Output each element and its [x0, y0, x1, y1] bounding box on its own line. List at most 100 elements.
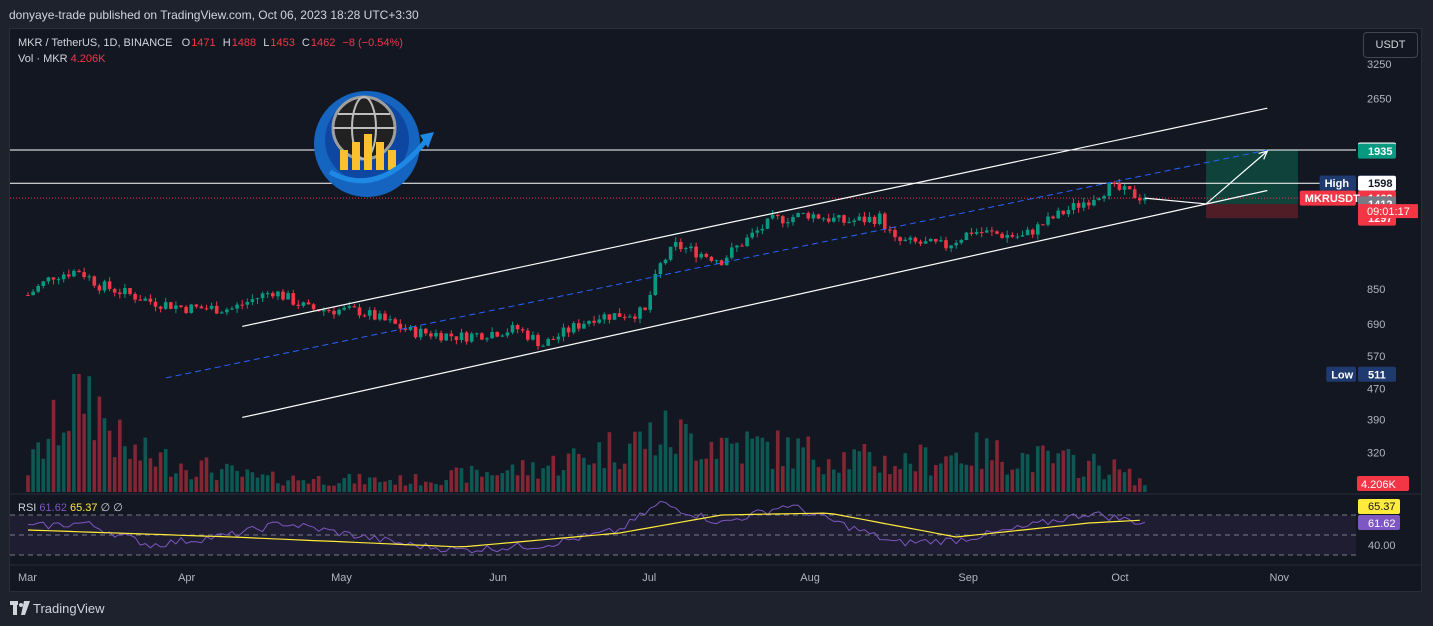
volume-label-box	[1357, 476, 1409, 491]
currency-button[interactable]: USDT	[1363, 32, 1418, 58]
candle-body	[265, 293, 270, 295]
volume-bar	[928, 475, 933, 492]
volume-bar	[209, 472, 214, 492]
publish-header: donyaye-trade published on TradingView.c…	[0, 0, 1433, 28]
volume-bar	[1005, 474, 1009, 492]
rsi-ma-value: 65.37	[70, 502, 98, 514]
rsi-label-text: 61.62	[1368, 518, 1396, 530]
volume-bar	[383, 481, 387, 492]
volume-bar	[230, 465, 234, 492]
x-label-jul: Jul	[642, 572, 656, 584]
volume-value: 4.206K	[70, 53, 106, 65]
volume-bar	[469, 465, 474, 492]
candle-body	[607, 314, 612, 320]
candle-body	[388, 319, 392, 321]
candle-body	[235, 304, 239, 309]
logo-bar-0	[340, 150, 348, 170]
volume-bar	[459, 468, 464, 492]
volume-bar	[148, 458, 153, 492]
candle-body	[821, 218, 826, 220]
candle-body	[429, 333, 433, 337]
candle-body	[699, 253, 703, 258]
candle-body	[1117, 183, 1122, 190]
volume-bar	[964, 464, 969, 492]
volume-bar	[724, 437, 729, 492]
volume-bar	[398, 475, 403, 492]
candle-body	[102, 281, 107, 291]
candle-body	[653, 274, 658, 295]
candle-body	[72, 270, 76, 277]
candle-body	[893, 229, 897, 238]
candle-body	[1015, 236, 1020, 238]
volume-bar	[403, 485, 408, 492]
volume-bar	[97, 396, 102, 492]
candle-body	[61, 274, 66, 280]
candle-body	[1051, 216, 1055, 219]
volume-bar	[663, 410, 668, 492]
symbol-legend: MKR / TetherUS, 1D, BINANCE O1471 H1488 …	[18, 35, 407, 67]
volume-bar	[184, 470, 188, 492]
volume-bar	[434, 483, 438, 492]
brand-logo-icon	[314, 91, 434, 197]
high-key: H	[222, 37, 231, 49]
candle-body	[26, 295, 30, 297]
y-tick-6: 390	[1367, 415, 1385, 427]
chart-frame[interactable]	[9, 28, 1422, 592]
volume-bar	[781, 466, 785, 492]
candle-body	[954, 242, 958, 246]
volume-bar	[592, 463, 596, 492]
candle-body	[128, 288, 132, 294]
tradingview-brand[interactable]: TradingView	[33, 601, 105, 616]
candle-body	[322, 310, 326, 312]
volume-bar	[888, 474, 892, 492]
volume-bar	[373, 477, 377, 492]
candle-body	[796, 213, 800, 218]
publish-text: donyaye-trade published on TradingView.c…	[9, 8, 419, 22]
candle-body	[913, 237, 918, 242]
y-tick-3: 690	[1367, 319, 1385, 331]
candle-body	[837, 215, 841, 218]
candle-body	[755, 230, 760, 233]
candle-body	[816, 214, 821, 219]
volume-bar	[1066, 449, 1071, 492]
volume-bar	[684, 423, 688, 492]
volume-bar	[26, 475, 30, 492]
volume-bar	[786, 437, 790, 492]
candle-body	[291, 293, 295, 305]
candle-body	[541, 345, 545, 347]
candle-body	[1112, 182, 1117, 184]
candle-body	[373, 310, 377, 320]
candle-body	[424, 328, 428, 334]
volume-bar	[515, 475, 520, 492]
candle-body	[939, 240, 943, 242]
volume-bar	[908, 463, 913, 492]
candle-body	[347, 306, 352, 308]
price-label-value-3: 1598	[1368, 178, 1392, 190]
volume-bar	[1025, 454, 1030, 492]
candle-body	[648, 294, 652, 310]
tradingview-logo-icon[interactable]	[10, 601, 30, 615]
volume-bar	[36, 442, 40, 492]
volume-bar	[883, 455, 887, 492]
candle-body	[862, 216, 867, 223]
ohlc-row: MKR / TetherUS, 1D, BINANCE O1471 H1488 …	[18, 35, 407, 51]
change-value: −8 (−0.54%)	[342, 37, 403, 49]
volume-bar	[332, 485, 336, 492]
volume-bar	[475, 469, 479, 492]
volume-bar	[439, 485, 443, 492]
candle-body	[143, 298, 148, 301]
volume-bar	[969, 465, 974, 492]
volume-bar	[46, 438, 51, 492]
volume-bar	[337, 483, 341, 492]
close-value: 1462	[310, 37, 336, 49]
volume-bar	[1036, 446, 1040, 492]
candle-body	[1092, 200, 1096, 206]
candle-body	[454, 336, 459, 340]
candle-body	[214, 305, 219, 314]
candle-body	[781, 216, 785, 224]
candle-body	[643, 307, 647, 310]
volume-bar	[837, 472, 841, 492]
volume-bar	[352, 483, 357, 492]
volume-bar	[872, 466, 877, 492]
candle-body	[1122, 186, 1127, 190]
